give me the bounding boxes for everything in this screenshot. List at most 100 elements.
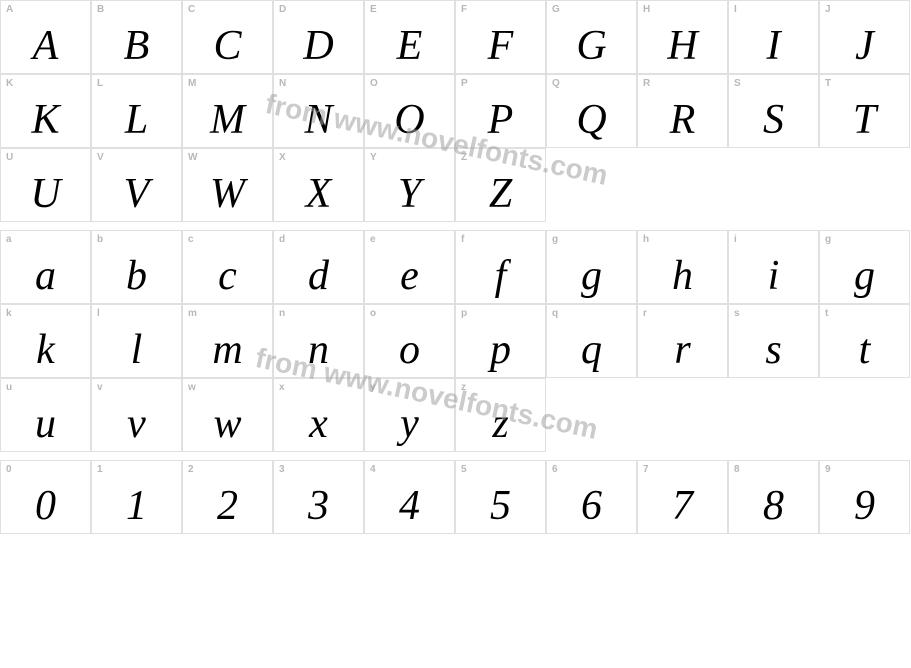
glyph-cell: aa bbox=[0, 230, 91, 304]
glyph-label: i bbox=[734, 234, 737, 245]
glyph-cell: oo bbox=[364, 304, 455, 378]
glyph-label: U bbox=[6, 152, 13, 163]
glyph-char: d bbox=[308, 255, 329, 297]
glyph-char: n bbox=[308, 329, 329, 371]
glyph-char: U bbox=[30, 173, 60, 215]
glyph-cell: 33 bbox=[273, 460, 364, 534]
glyph-cell: DD bbox=[273, 0, 364, 74]
glyph-cell: uu bbox=[0, 378, 91, 452]
glyph-cell: AA bbox=[0, 0, 91, 74]
glyph-cell: QQ bbox=[546, 74, 637, 148]
glyph-cell: 00 bbox=[0, 460, 91, 534]
glyph-cell: pp bbox=[455, 304, 546, 378]
glyph-label: Y bbox=[370, 152, 377, 163]
glyph-cell: tt bbox=[819, 304, 910, 378]
glyph-label: x bbox=[279, 382, 285, 393]
glyph-label: p bbox=[461, 308, 467, 319]
glyph-char: W bbox=[210, 173, 245, 215]
glyph-char: i bbox=[768, 255, 780, 297]
glyph-char: 9 bbox=[854, 485, 875, 527]
glyph-label: S bbox=[734, 78, 741, 89]
glyph-char: K bbox=[31, 99, 59, 141]
glyph-char: S bbox=[763, 99, 784, 141]
glyph-cell: kk bbox=[0, 304, 91, 378]
glyph-char: F bbox=[488, 25, 514, 67]
glyph-cell: NN bbox=[273, 74, 364, 148]
glyph-char: h bbox=[672, 255, 693, 297]
glyph-char: M bbox=[210, 99, 245, 141]
glyph-label: Z bbox=[461, 152, 467, 163]
glyph-label: L bbox=[97, 78, 103, 89]
glyph-char: o bbox=[399, 329, 420, 371]
glyph-section-digits: 00112233445566778899 bbox=[0, 460, 911, 534]
glyph-char: t bbox=[859, 329, 871, 371]
glyph-cell: bb bbox=[91, 230, 182, 304]
glyph-cell: 44 bbox=[364, 460, 455, 534]
glyph-char: A bbox=[33, 25, 59, 67]
glyph-label: h bbox=[643, 234, 649, 245]
glyph-label: H bbox=[643, 4, 650, 15]
glyph-cell: yy bbox=[364, 378, 455, 452]
character-map: AABBCCDDEEFFGGHHIIJJKKLLMMNNOOPPQQRRSSTT… bbox=[0, 0, 911, 534]
glyph-cell: 55 bbox=[455, 460, 546, 534]
glyph-char: O bbox=[394, 99, 424, 141]
glyph-cell: YY bbox=[364, 148, 455, 222]
glyph-cell: ff bbox=[455, 230, 546, 304]
glyph-label: R bbox=[643, 78, 650, 89]
glyph-label: t bbox=[825, 308, 828, 319]
glyph-label: J bbox=[825, 4, 831, 15]
glyph-char: u bbox=[35, 403, 56, 445]
glyph-label: y bbox=[370, 382, 376, 393]
glyph-cell: 11 bbox=[91, 460, 182, 534]
glyph-char: C bbox=[213, 25, 241, 67]
glyph-label: G bbox=[552, 4, 560, 15]
glyph-char: g bbox=[854, 255, 875, 297]
glyph-label: 7 bbox=[643, 464, 649, 475]
glyph-char: g bbox=[581, 255, 602, 297]
glyph-label: O bbox=[370, 78, 378, 89]
glyph-cell: qq bbox=[546, 304, 637, 378]
glyph-cell: ee bbox=[364, 230, 455, 304]
glyph-cell: SS bbox=[728, 74, 819, 148]
glyph-label: A bbox=[6, 4, 13, 15]
glyph-char: T bbox=[853, 99, 876, 141]
glyph-char: v bbox=[127, 403, 146, 445]
glyph-cell: 77 bbox=[637, 460, 728, 534]
glyph-char: V bbox=[124, 173, 150, 215]
glyph-char: q bbox=[581, 329, 602, 371]
glyph-char: P bbox=[488, 99, 514, 141]
glyph-char: L bbox=[125, 99, 148, 141]
glyph-char: 3 bbox=[308, 485, 329, 527]
glyph-char: f bbox=[495, 255, 507, 297]
glyph-cell: RR bbox=[637, 74, 728, 148]
glyph-char: 7 bbox=[672, 485, 693, 527]
glyph-section-uppercase: AABBCCDDEEFFGGHHIIJJKKLLMMNNOOPPQQRRSSTT… bbox=[0, 0, 911, 222]
glyph-cell: vv bbox=[91, 378, 182, 452]
glyph-label: g bbox=[825, 234, 831, 245]
glyph-label: T bbox=[825, 78, 831, 89]
glyph-char: p bbox=[490, 329, 511, 371]
glyph-label: D bbox=[279, 4, 286, 15]
glyph-char: 2 bbox=[217, 485, 238, 527]
glyph-label: u bbox=[6, 382, 12, 393]
glyph-char: k bbox=[36, 329, 55, 371]
glyph-label: W bbox=[188, 152, 197, 163]
glyph-cell: VV bbox=[91, 148, 182, 222]
glyph-cell: HH bbox=[637, 0, 728, 74]
glyph-cell: 66 bbox=[546, 460, 637, 534]
glyph-cell: ww bbox=[182, 378, 273, 452]
glyph-cell: PP bbox=[455, 74, 546, 148]
glyph-cell: ll bbox=[91, 304, 182, 378]
glyph-label: 1 bbox=[97, 464, 103, 475]
glyph-label: 4 bbox=[370, 464, 376, 475]
glyph-cell: WW bbox=[182, 148, 273, 222]
glyph-label: P bbox=[461, 78, 468, 89]
glyph-char: x bbox=[309, 403, 328, 445]
glyph-label: 2 bbox=[188, 464, 194, 475]
glyph-label: 8 bbox=[734, 464, 740, 475]
glyph-char: B bbox=[124, 25, 150, 67]
glyph-label: X bbox=[279, 152, 286, 163]
glyph-char: l bbox=[131, 329, 143, 371]
glyph-char: b bbox=[126, 255, 147, 297]
glyph-char: R bbox=[670, 99, 696, 141]
